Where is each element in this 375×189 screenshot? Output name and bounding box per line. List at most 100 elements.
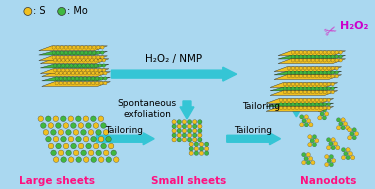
Circle shape — [327, 87, 330, 90]
Circle shape — [100, 56, 104, 59]
Circle shape — [38, 116, 44, 122]
Circle shape — [68, 157, 74, 162]
Circle shape — [83, 157, 89, 162]
Circle shape — [91, 116, 96, 122]
Circle shape — [192, 129, 197, 133]
Circle shape — [104, 72, 107, 75]
Circle shape — [72, 56, 76, 59]
Polygon shape — [266, 99, 334, 103]
Circle shape — [307, 91, 310, 94]
Circle shape — [303, 83, 306, 86]
Circle shape — [327, 103, 330, 106]
Circle shape — [194, 142, 198, 146]
Circle shape — [67, 81, 70, 85]
Circle shape — [311, 83, 315, 86]
Circle shape — [287, 87, 291, 90]
Circle shape — [279, 106, 283, 110]
Circle shape — [319, 71, 322, 74]
Circle shape — [40, 123, 46, 128]
Circle shape — [78, 64, 81, 67]
Circle shape — [331, 146, 335, 150]
Circle shape — [97, 56, 100, 59]
Circle shape — [329, 142, 333, 146]
Circle shape — [341, 156, 346, 160]
Circle shape — [63, 72, 66, 75]
Circle shape — [299, 83, 303, 86]
Polygon shape — [39, 56, 107, 61]
Circle shape — [291, 83, 295, 86]
Circle shape — [92, 77, 95, 80]
Circle shape — [83, 81, 87, 85]
Circle shape — [323, 59, 326, 62]
Circle shape — [94, 59, 98, 62]
Circle shape — [76, 116, 81, 122]
Circle shape — [88, 150, 94, 156]
Circle shape — [80, 81, 83, 85]
Text: H₂O₂ / NMP: H₂O₂ / NMP — [146, 54, 202, 64]
Circle shape — [315, 55, 318, 58]
Circle shape — [74, 150, 79, 156]
Circle shape — [311, 160, 315, 165]
Circle shape — [299, 91, 303, 94]
Circle shape — [98, 157, 104, 162]
Circle shape — [287, 83, 291, 86]
Circle shape — [71, 81, 75, 85]
Circle shape — [299, 87, 303, 90]
Circle shape — [283, 83, 286, 86]
Text: Nanodots: Nanodots — [300, 176, 356, 186]
Circle shape — [331, 75, 334, 78]
Circle shape — [344, 122, 348, 126]
Circle shape — [54, 64, 57, 67]
Circle shape — [93, 123, 99, 128]
Circle shape — [71, 77, 75, 80]
Circle shape — [70, 123, 76, 128]
Circle shape — [295, 103, 298, 106]
Circle shape — [302, 119, 306, 123]
Circle shape — [323, 71, 326, 74]
Circle shape — [96, 150, 102, 156]
Circle shape — [304, 156, 308, 161]
Text: Tailoring: Tailoring — [234, 126, 272, 135]
Circle shape — [311, 103, 315, 106]
Circle shape — [70, 64, 73, 67]
Circle shape — [182, 133, 187, 137]
Circle shape — [58, 130, 64, 135]
Circle shape — [333, 142, 338, 146]
Circle shape — [88, 130, 94, 135]
Circle shape — [344, 152, 348, 156]
Circle shape — [287, 98, 291, 102]
Circle shape — [323, 75, 326, 78]
Circle shape — [172, 124, 176, 129]
Circle shape — [351, 156, 355, 160]
Circle shape — [307, 75, 310, 78]
Circle shape — [75, 77, 79, 80]
Circle shape — [199, 146, 204, 151]
Circle shape — [283, 87, 286, 90]
Circle shape — [172, 138, 176, 142]
Circle shape — [194, 146, 198, 151]
Circle shape — [329, 163, 333, 167]
Circle shape — [53, 136, 59, 142]
Circle shape — [86, 64, 89, 67]
Circle shape — [83, 77, 87, 80]
Circle shape — [188, 124, 192, 129]
Circle shape — [354, 132, 358, 136]
Circle shape — [68, 46, 72, 49]
Circle shape — [172, 120, 176, 124]
Circle shape — [315, 67, 318, 70]
Circle shape — [66, 64, 69, 67]
Circle shape — [312, 135, 316, 139]
Text: ✂: ✂ — [322, 22, 339, 41]
Circle shape — [300, 123, 304, 127]
Polygon shape — [274, 71, 342, 75]
Circle shape — [348, 136, 352, 140]
Circle shape — [100, 77, 103, 80]
Circle shape — [352, 136, 356, 140]
Circle shape — [303, 87, 306, 90]
FancyArrow shape — [111, 67, 237, 81]
Circle shape — [90, 59, 93, 62]
Circle shape — [91, 136, 96, 142]
Circle shape — [66, 69, 69, 72]
Circle shape — [177, 138, 182, 142]
Circle shape — [311, 71, 315, 74]
